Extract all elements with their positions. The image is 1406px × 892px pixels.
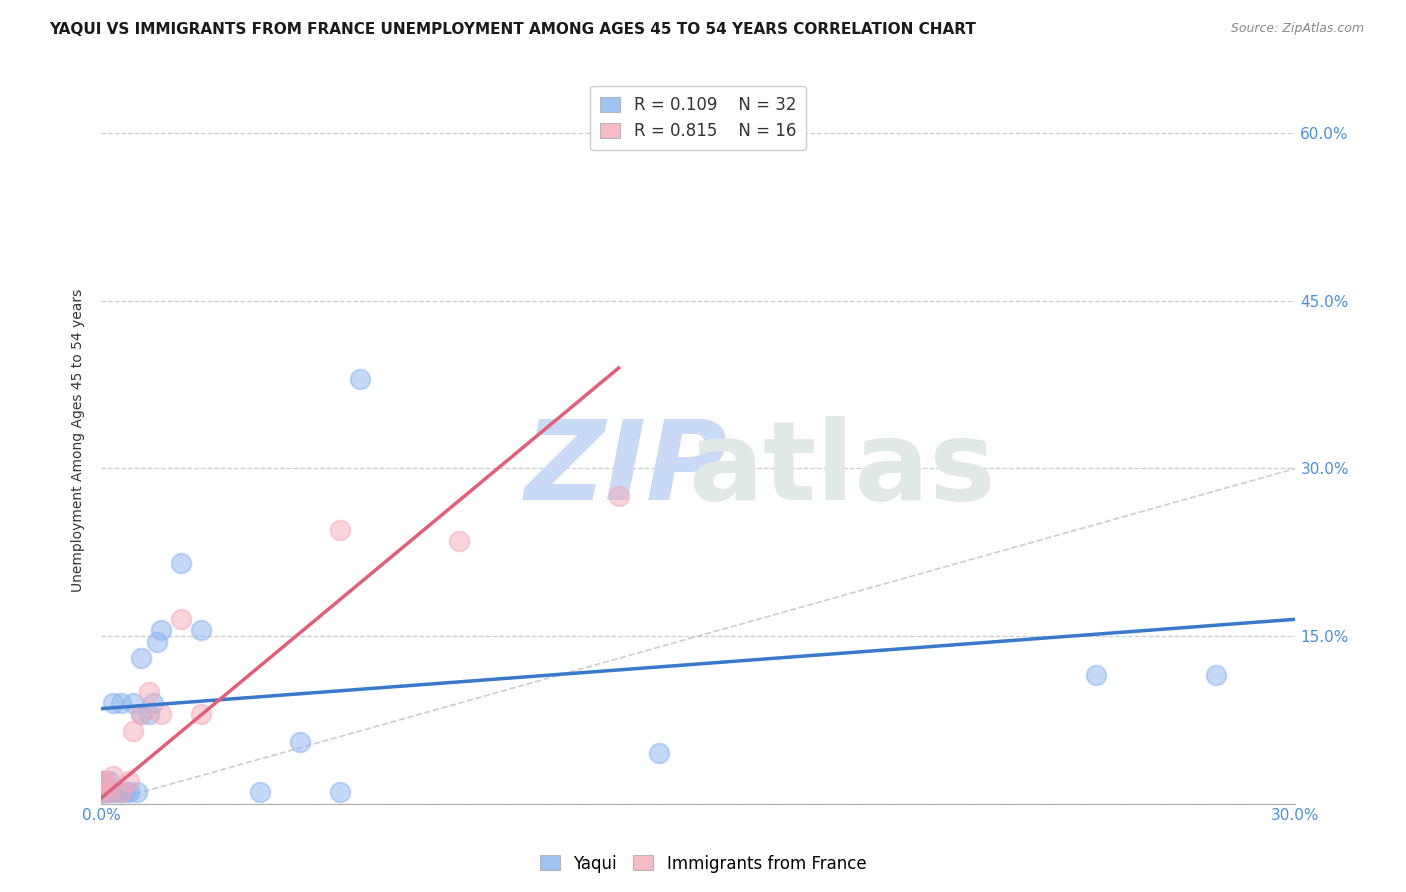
Y-axis label: Unemployment Among Ages 45 to 54 years: Unemployment Among Ages 45 to 54 years: [72, 289, 86, 592]
Point: [142, 696, 165, 710]
Point: [94, 785, 117, 799]
Point: [125, 785, 148, 799]
Point: [98, 785, 121, 799]
Point: [101, 769, 124, 783]
Point: [98, 774, 121, 789]
Point: [94, 774, 117, 789]
Point: [90, 774, 112, 789]
Point: [118, 785, 141, 799]
Legend: Yaqui, Immigrants from France: Yaqui, Immigrants from France: [533, 848, 873, 880]
Point: [647, 747, 669, 761]
Point: [118, 774, 141, 789]
Point: [129, 707, 152, 722]
Point: [170, 557, 193, 571]
Point: [110, 785, 132, 799]
Point: [110, 696, 132, 710]
Point: [149, 624, 172, 638]
Point: [90, 774, 112, 789]
Point: [90, 785, 112, 799]
Point: [110, 785, 132, 799]
Point: [170, 612, 193, 626]
Point: [149, 707, 172, 722]
Point: [138, 707, 160, 722]
Point: [607, 489, 630, 503]
Point: [138, 685, 160, 699]
Point: [101, 696, 124, 710]
Point: [90, 785, 112, 799]
Point: [249, 785, 271, 799]
Point: [329, 523, 352, 537]
Point: [129, 707, 152, 722]
Point: [190, 624, 212, 638]
Point: [290, 735, 312, 749]
Point: [190, 707, 212, 722]
Point: [349, 372, 371, 386]
Point: [1205, 668, 1227, 682]
Point: [122, 696, 145, 710]
Point: [94, 774, 117, 789]
Legend: R = 0.109    N = 32, R = 0.815    N = 16: R = 0.109 N = 32, R = 0.815 N = 16: [591, 86, 806, 150]
Point: [129, 651, 152, 665]
Text: atlas: atlas: [688, 416, 995, 523]
Point: [101, 785, 124, 799]
Text: YAQUI VS IMMIGRANTS FROM FRANCE UNEMPLOYMENT AMONG AGES 45 TO 54 YEARS CORRELATI: YAQUI VS IMMIGRANTS FROM FRANCE UNEMPLOY…: [49, 22, 976, 37]
Point: [449, 534, 471, 549]
Point: [114, 785, 136, 799]
Text: Source: ZipAtlas.com: Source: ZipAtlas.com: [1230, 22, 1364, 36]
Text: ZIP: ZIP: [524, 416, 728, 523]
Point: [146, 634, 169, 648]
Point: [105, 785, 128, 799]
Point: [98, 785, 121, 799]
Point: [329, 785, 352, 799]
Point: [1085, 668, 1108, 682]
Point: [122, 724, 145, 739]
